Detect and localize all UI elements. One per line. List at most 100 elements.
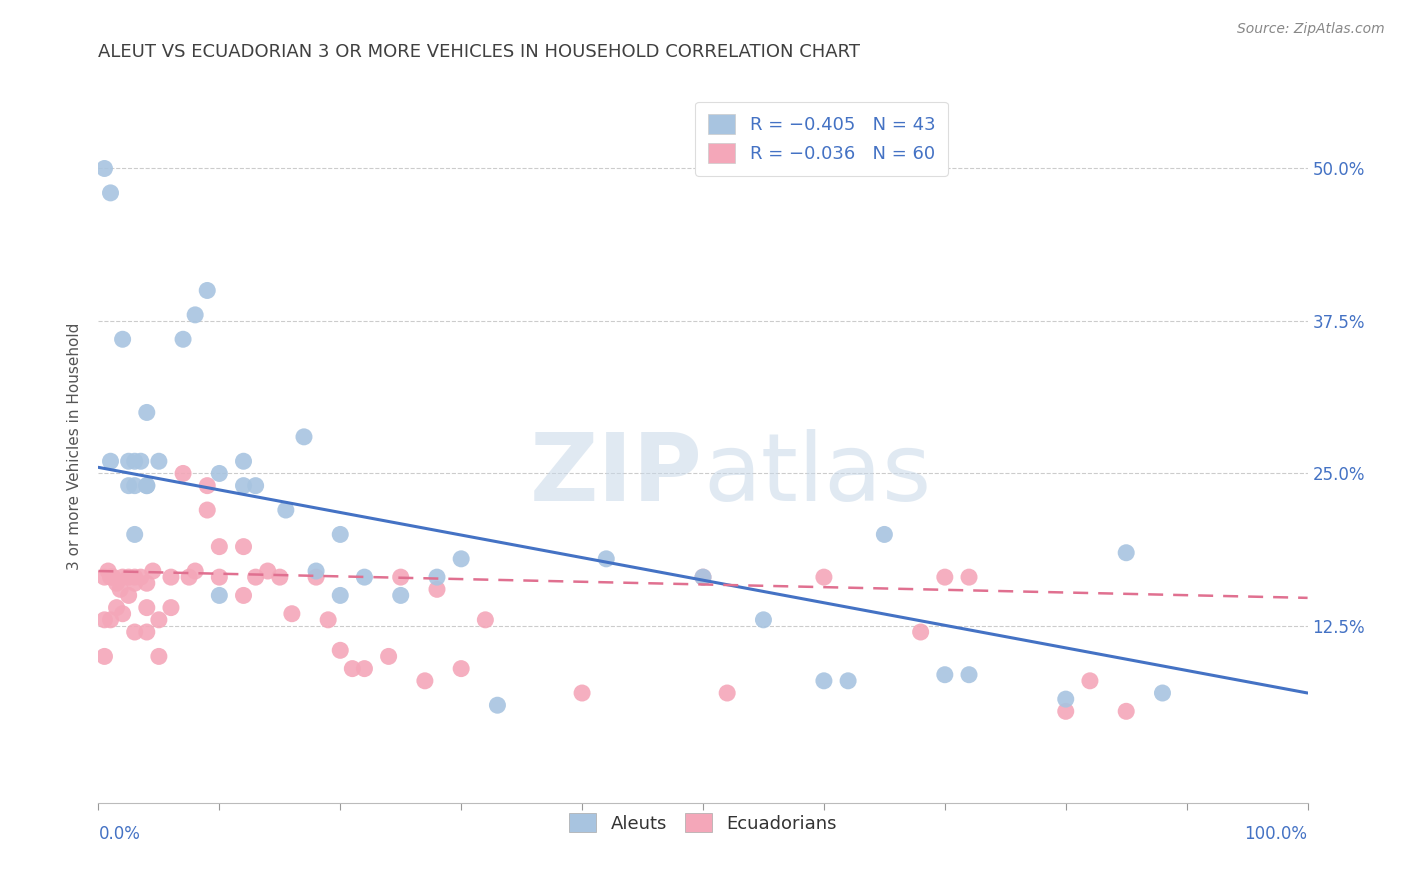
Point <box>245 478 267 492</box>
Point <box>934 570 956 584</box>
Point <box>329 527 352 541</box>
Point <box>135 625 157 640</box>
Point <box>111 570 134 584</box>
Point <box>118 570 141 584</box>
Point <box>124 576 146 591</box>
Point <box>111 332 134 346</box>
Point <box>208 589 231 603</box>
Point <box>118 478 141 492</box>
Point <box>93 570 115 584</box>
Point <box>413 673 436 688</box>
Point <box>160 600 183 615</box>
Point <box>124 527 146 541</box>
Point <box>389 570 412 584</box>
Point <box>160 570 183 584</box>
Point <box>105 600 128 615</box>
Point <box>232 540 254 554</box>
Point <box>281 607 304 621</box>
Text: ALEUT VS ECUADORIAN 3 OR MORE VEHICLES IN HOUSEHOLD CORRELATION CHART: ALEUT VS ECUADORIAN 3 OR MORE VEHICLES I… <box>98 43 860 61</box>
Point <box>910 625 932 640</box>
Point <box>118 589 141 603</box>
Legend: Aleuts, Ecuadorians: Aleuts, Ecuadorians <box>557 800 849 845</box>
Point <box>195 503 218 517</box>
Point <box>316 613 339 627</box>
Point <box>232 589 254 603</box>
Point <box>426 570 449 584</box>
Text: 0.0%: 0.0% <box>98 825 141 843</box>
Point <box>245 570 267 584</box>
Point <box>957 570 980 584</box>
Point <box>692 570 714 584</box>
Point <box>108 582 131 597</box>
Point <box>342 662 364 676</box>
Point <box>305 570 328 584</box>
Point <box>208 570 231 584</box>
Point <box>595 551 617 566</box>
Point <box>135 405 157 419</box>
Point <box>148 454 170 468</box>
Point <box>1115 704 1137 718</box>
Point <box>1078 673 1101 688</box>
Point <box>1054 692 1077 706</box>
Point <box>716 686 738 700</box>
Point <box>100 186 122 200</box>
Point <box>813 673 835 688</box>
Point <box>124 478 146 492</box>
Point <box>124 454 146 468</box>
Point <box>377 649 399 664</box>
Point <box>195 284 218 298</box>
Point <box>486 698 509 713</box>
Point <box>329 643 352 657</box>
Point <box>172 332 194 346</box>
Point <box>692 570 714 584</box>
Point <box>97 564 120 578</box>
Point <box>135 478 157 492</box>
Point <box>105 576 128 591</box>
Point <box>208 467 231 481</box>
Point <box>101 570 124 584</box>
Point <box>957 667 980 681</box>
Point <box>184 564 207 578</box>
Point <box>148 649 170 664</box>
Point <box>837 673 859 688</box>
Point <box>269 570 291 584</box>
Point <box>129 570 152 584</box>
Point <box>148 613 170 627</box>
Point <box>135 576 157 591</box>
Point <box>179 570 201 584</box>
Point <box>426 582 449 597</box>
Point <box>450 662 472 676</box>
Point <box>353 662 375 676</box>
Point <box>184 308 207 322</box>
Point <box>100 613 122 627</box>
Point <box>118 454 141 468</box>
Point <box>1115 546 1137 560</box>
Point <box>93 649 115 664</box>
Point <box>934 667 956 681</box>
Point <box>450 551 472 566</box>
Point <box>135 478 157 492</box>
Point <box>389 589 412 603</box>
Text: atlas: atlas <box>703 428 931 521</box>
Point <box>100 454 122 468</box>
Text: 100.0%: 100.0% <box>1244 825 1308 843</box>
Text: ZIP: ZIP <box>530 428 703 521</box>
Point <box>232 478 254 492</box>
Point <box>571 686 593 700</box>
Point <box>256 564 278 578</box>
Point <box>873 527 896 541</box>
Point <box>129 454 152 468</box>
Point <box>305 564 328 578</box>
Point <box>111 607 134 621</box>
Point <box>474 613 496 627</box>
Point <box>208 540 231 554</box>
Point <box>172 467 194 481</box>
Point <box>135 600 157 615</box>
Point <box>124 625 146 640</box>
Point <box>274 503 297 517</box>
Point <box>93 613 115 627</box>
Point <box>1054 704 1077 718</box>
Point <box>100 570 122 584</box>
Point <box>813 570 835 584</box>
Point <box>292 430 315 444</box>
